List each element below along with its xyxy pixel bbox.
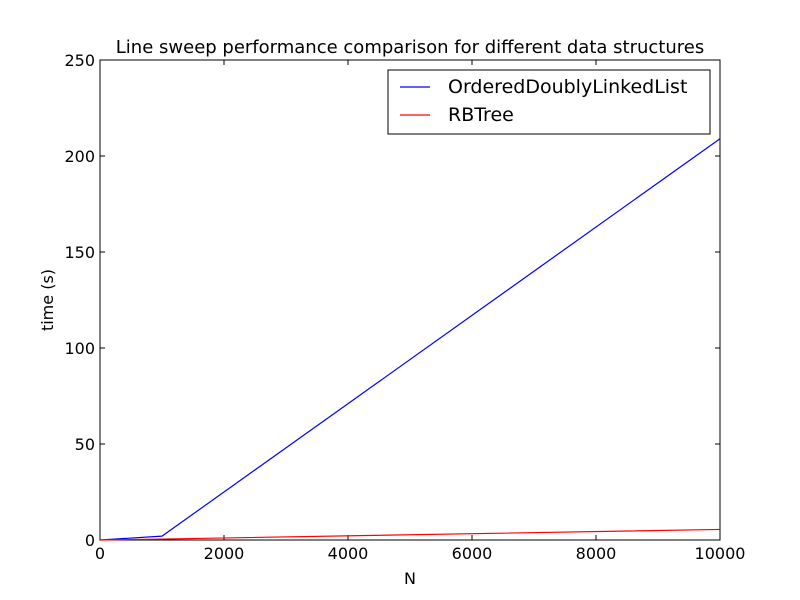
y-tick-label: 150: [64, 243, 95, 262]
y-tick-label: 200: [64, 147, 95, 166]
y-tick-label: 50: [75, 435, 95, 454]
series-line-ordereddoublylinkedlist: [99, 138, 721, 541]
y-tick-label: 100: [64, 339, 95, 358]
legend: OrderedDoublyLinkedList RBTree: [387, 69, 711, 135]
y-tick-label: 0: [85, 531, 95, 550]
legend-label-ordered-doubly-linked-list: OrderedDoublyLinkedList: [448, 76, 687, 98]
legend-frame: [387, 69, 711, 135]
series-lines: [99, 138, 721, 541]
x-axis-label: N: [404, 569, 416, 588]
y-axis-label: time (s): [38, 269, 57, 331]
x-tick-label: 4000: [328, 544, 369, 563]
x-tick-label: 8000: [576, 544, 617, 563]
y-tick-label: 250: [64, 51, 95, 70]
series-line-rbtree: [99, 528, 721, 541]
axis-tick-labels: 0 2000 4000 6000 8000 10000 0 50 100 150 200 250: [64, 51, 745, 563]
x-tick-label: 2000: [204, 544, 245, 563]
legend-label-rbtree: RBTree: [448, 104, 514, 126]
x-tick-label: 0: [95, 544, 105, 563]
chart-title: Line sweep performance comparison for di…: [116, 37, 704, 58]
plot-area-frame: [99, 59, 721, 541]
x-tick-label: 6000: [452, 544, 493, 563]
x-tick-label: 10000: [695, 544, 746, 563]
